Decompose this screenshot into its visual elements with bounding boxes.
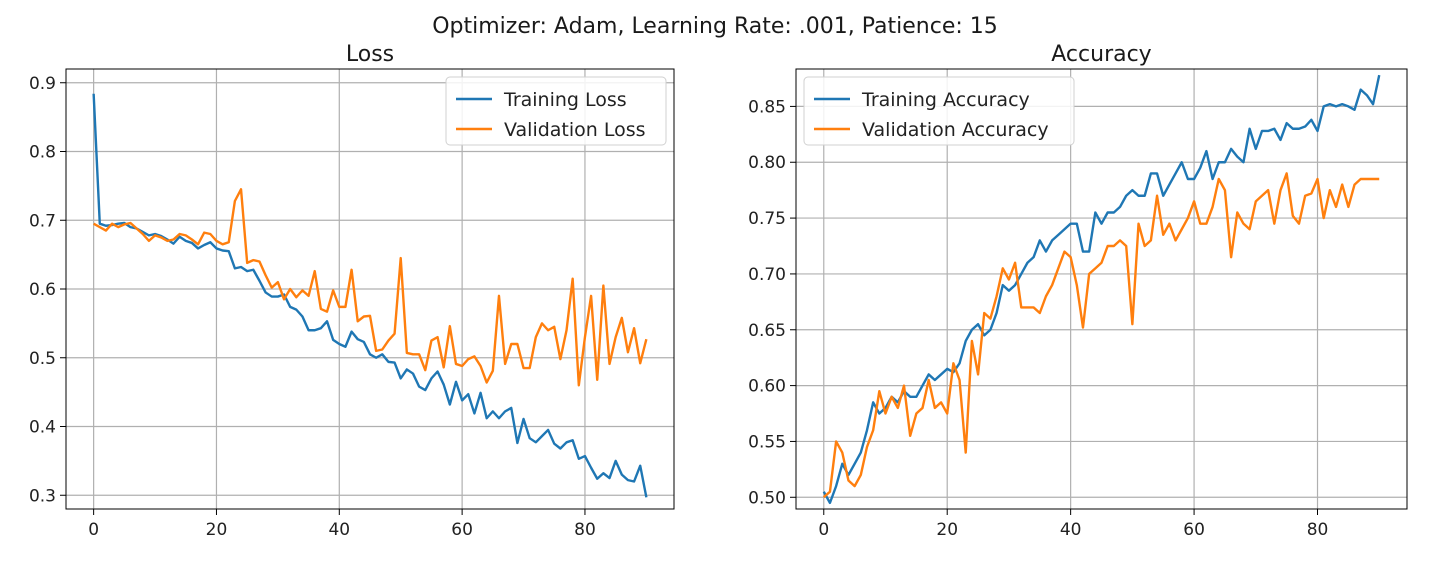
y-tick-label: 0.65 (748, 321, 786, 341)
chart-title: Accuracy (1051, 42, 1151, 67)
y-tick-label: 0.6 (29, 280, 56, 300)
chart-title: Loss (346, 42, 394, 67)
plot-frame (795, 68, 1408, 510)
x-tick-label: 20 (936, 520, 958, 540)
y-tick-label: 0.50 (748, 488, 786, 508)
x-tick-label: 0 (818, 520, 829, 540)
legend-label: Validation Accuracy (862, 119, 1049, 141)
y-tick-label: 0.85 (748, 97, 786, 117)
series-line-training-accuracy (822, 74, 1381, 505)
x-tick-label: 80 (1307, 520, 1329, 540)
x-tick-label: 60 (451, 520, 473, 540)
legend-label: Validation Loss (504, 119, 646, 141)
y-tick-label: 0.60 (748, 377, 786, 397)
x-tick-label: 60 (1183, 520, 1205, 540)
legend-label: Training Accuracy (861, 89, 1030, 111)
series-line-training-loss (92, 93, 648, 498)
y-tick-label: 0.75 (748, 209, 786, 229)
x-tick-label: 80 (574, 520, 596, 540)
series-line-validation-loss (93, 188, 648, 387)
legend-label: Training Loss (503, 89, 627, 111)
y-tick-label: 0.55 (748, 432, 786, 452)
y-tick-label: 0.4 (29, 418, 56, 438)
legend-box (803, 76, 1075, 146)
chart-accuracy: 0 20 40 60 80 0.50 0.55 0.60 0.65 0.70 0.75 0.80 0.8… (748, 42, 1408, 540)
x-tick-label: 40 (1060, 520, 1082, 540)
y-tick-label: 0.80 (748, 153, 786, 173)
x-tick-label: 40 (328, 520, 350, 540)
chart-loss: 0 20 40 60 80 0.3 0.4 0.5 0.6 0.7 0.8 0.9 Loss Traini… (29, 42, 675, 540)
y-tick-label: 0.7 (29, 211, 56, 231)
x-tick-label: 20 (206, 520, 228, 540)
legend-box (445, 76, 667, 146)
series-line-validation-accuracy (822, 172, 1380, 499)
y-tick-label: 0.9 (29, 74, 56, 94)
x-tick-label: 0 (88, 520, 99, 540)
legend: Training Accuracy Validation Accuracy (803, 76, 1075, 146)
figure-suptitle: Optimizer: Adam, Learning Rate: .001, Pa… (432, 14, 998, 39)
y-tick-label: 0.70 (748, 265, 786, 285)
y-tick-label: 0.5 (29, 349, 56, 369)
y-tick-label: 0.3 (29, 486, 56, 506)
legend: Training Loss Validation Loss (445, 76, 667, 146)
y-tick-label: 0.8 (29, 143, 56, 163)
